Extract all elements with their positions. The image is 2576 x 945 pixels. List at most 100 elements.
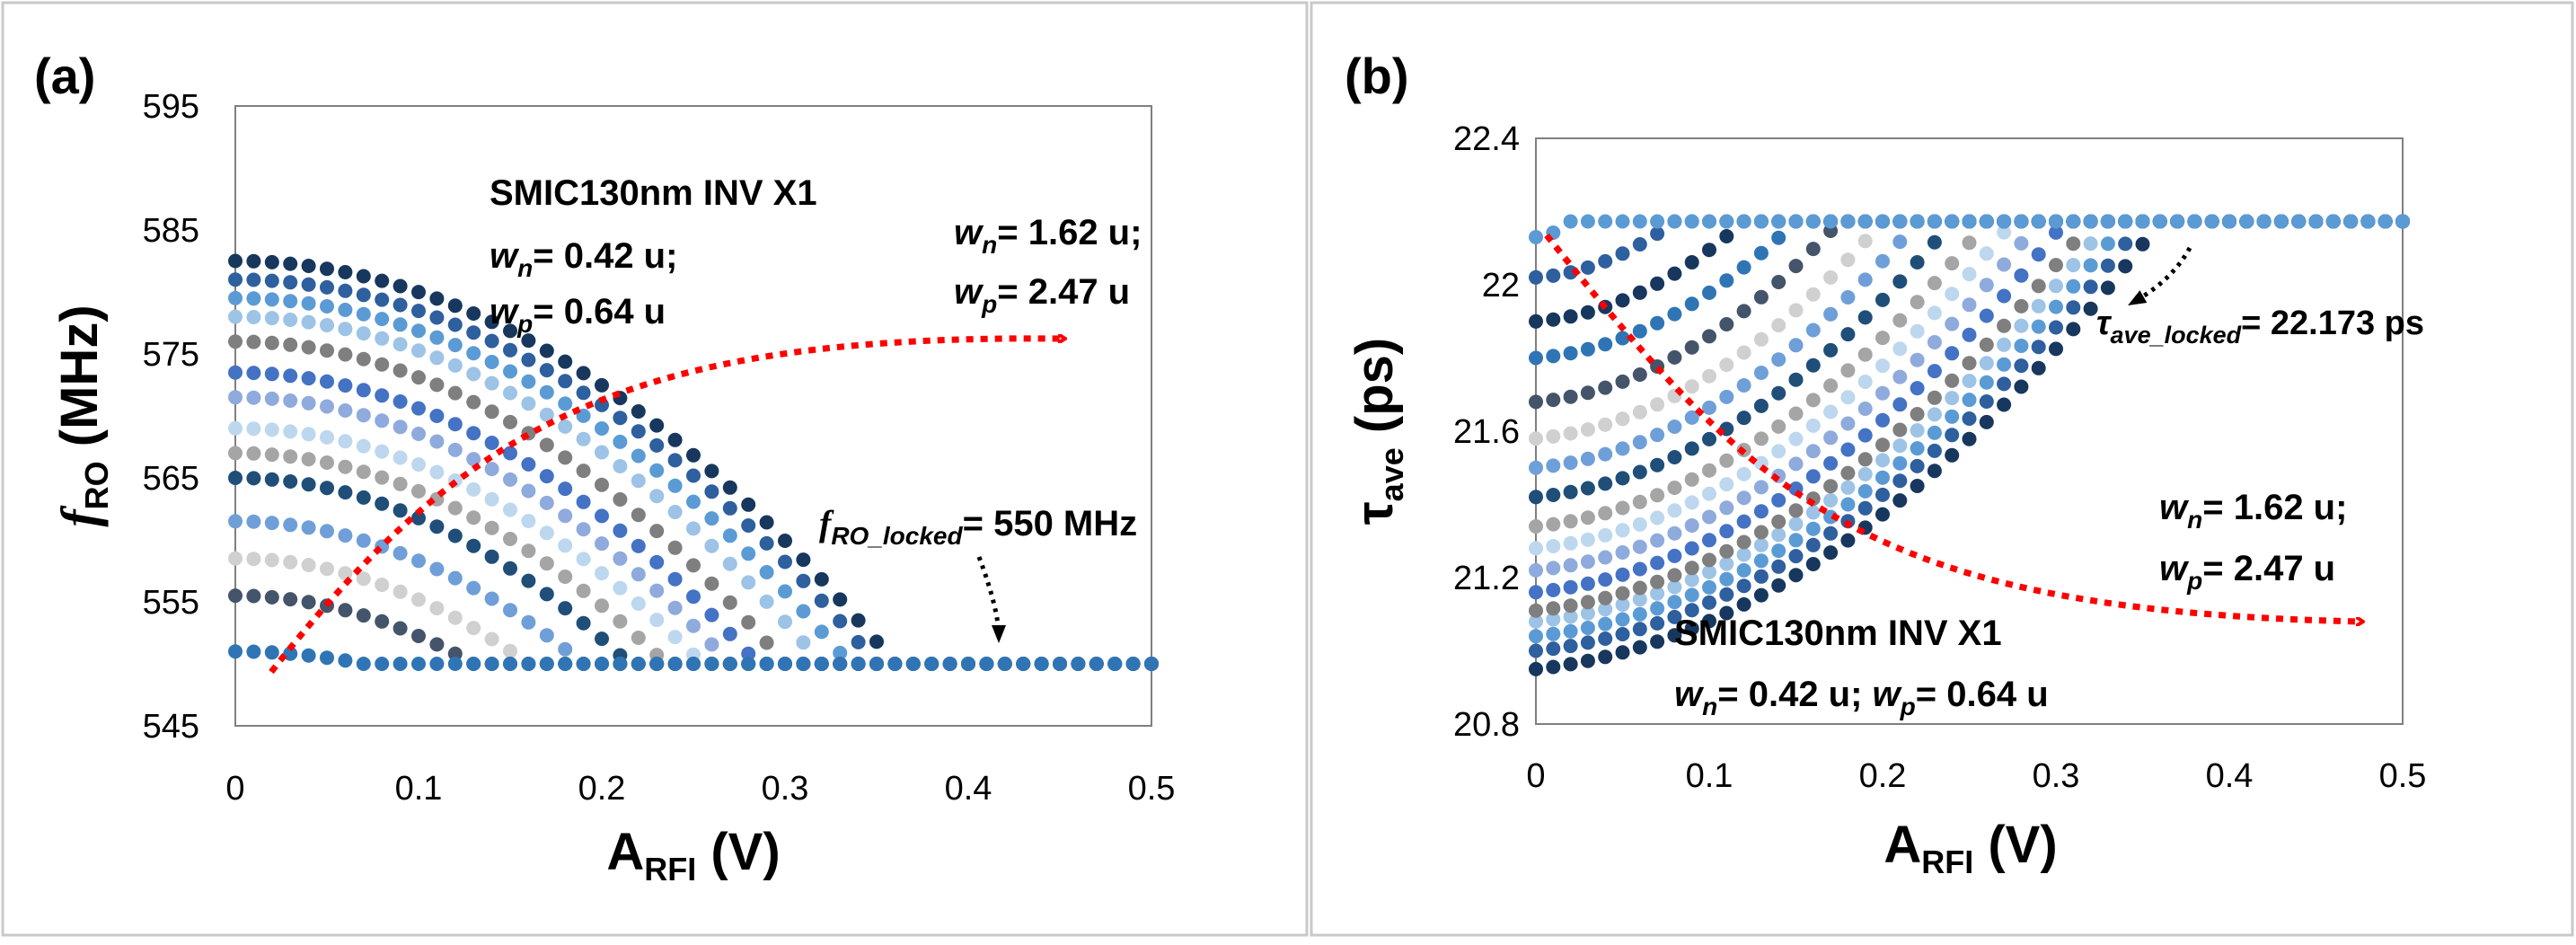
panel-b-data-point bbox=[1736, 514, 1751, 529]
panel-b-data-point bbox=[1875, 253, 1890, 269]
panel-a-data-point bbox=[228, 390, 243, 405]
panel-b-data-point bbox=[1997, 257, 2012, 272]
panel-a-x-tick-label: 0.4 bbox=[945, 770, 992, 808]
panel-a-data-point bbox=[356, 571, 371, 587]
panel-b-small-wp-val: = 0.64 u bbox=[1916, 675, 2049, 714]
panel-b-data-point bbox=[1771, 514, 1786, 529]
panel-b-data-point bbox=[1546, 626, 1561, 641]
panel-a-small-wp: wp= 0.64 u bbox=[490, 292, 666, 338]
panel-a-y-axis-label: fRO (MHz) bbox=[50, 305, 115, 526]
panel-b-data-point bbox=[1650, 397, 1665, 412]
panel-b-data-point bbox=[1945, 373, 1960, 388]
panel-a-data-point bbox=[631, 448, 646, 464]
panel-b-data-point bbox=[1580, 510, 1595, 525]
panel-b-data-point bbox=[1997, 288, 2012, 304]
panel-b-locked-main: τ bbox=[2096, 305, 2113, 342]
panel-a-data-point bbox=[301, 595, 316, 610]
panel-b-data-point bbox=[1840, 416, 1856, 431]
panel-a-data-point bbox=[521, 573, 536, 588]
panel-a-data-point bbox=[1107, 657, 1123, 671]
panel-a-data-point bbox=[301, 296, 316, 311]
panel-a-data-point bbox=[338, 347, 353, 362]
panel-b-data-point bbox=[2204, 214, 2219, 229]
panel-b-data-point bbox=[1563, 455, 1578, 471]
panel-b-data-point bbox=[1529, 230, 1543, 244]
panel-b-data-point bbox=[1788, 549, 1804, 564]
panel-a-data-point bbox=[741, 518, 756, 533]
panel-a-data-point bbox=[375, 470, 390, 485]
panel-a-data-point bbox=[833, 657, 848, 671]
panel-b-data-point bbox=[1875, 292, 1890, 307]
panel-b-data-point bbox=[1805, 322, 1821, 338]
panel-b-ylabel-main: τ bbox=[1345, 501, 1404, 525]
panel-a-data-point bbox=[686, 447, 701, 463]
panel-b-x-tick-label: 0.2 bbox=[1859, 757, 1907, 795]
panel-a-data-point bbox=[375, 388, 390, 403]
panel-a-data-point bbox=[375, 357, 390, 372]
panel-b-data-point bbox=[1580, 532, 1595, 547]
panel-b-data-point bbox=[1702, 463, 1716, 478]
panel-b-data-point bbox=[1667, 548, 1682, 563]
panel-b-data-point bbox=[1615, 411, 1630, 427]
panel-b-data-point bbox=[1875, 412, 1890, 428]
panel-b-data-point bbox=[1962, 356, 1977, 371]
panel-a-data-point bbox=[595, 377, 609, 393]
panel-b-small-wp-sub: p bbox=[1900, 693, 1916, 720]
panel-a-data-point bbox=[942, 657, 957, 671]
panel-b-data-point bbox=[1650, 615, 1665, 631]
panel-b-data-point bbox=[1719, 229, 1734, 243]
panel-a-data-point bbox=[759, 515, 774, 530]
panel-b-data-point bbox=[1910, 423, 1925, 438]
panel-b-data-point bbox=[1667, 525, 1682, 541]
panel-b-data-point bbox=[1823, 378, 1839, 393]
panel-a-data-point bbox=[759, 635, 774, 650]
panel-b-data-point bbox=[2031, 298, 2046, 314]
panel-b-x-tick-label: 0.5 bbox=[2379, 757, 2427, 795]
panel-b-data-point bbox=[1580, 481, 1595, 496]
panel-b-data-point bbox=[1684, 296, 1699, 312]
panel-b-data-point bbox=[1529, 541, 1543, 556]
panel-a-data-point bbox=[246, 446, 261, 461]
panel-b-data-point bbox=[1684, 214, 1699, 229]
panel-a-y-tick-label: 565 bbox=[143, 460, 199, 498]
panel-b-y-axis-label: τave (ps) bbox=[1345, 338, 1410, 525]
panel-a-data-point bbox=[558, 570, 573, 584]
panel-a-y-tick-label: 575 bbox=[143, 336, 199, 374]
panel-b-data-point bbox=[1650, 457, 1665, 472]
panel-a-data-point bbox=[521, 456, 536, 472]
panel-b-data-point bbox=[1563, 609, 1578, 624]
panel-a-locked-main: f bbox=[819, 503, 834, 543]
panel-a-data-point bbox=[741, 657, 756, 671]
panel-b-data-point bbox=[2100, 258, 2115, 273]
panel-b-x-tick-label: 0.1 bbox=[1686, 757, 1734, 795]
panel-a-data-point bbox=[484, 491, 499, 507]
panel-a-data-point bbox=[869, 634, 884, 649]
panel-a-data-point bbox=[722, 500, 737, 516]
panel-b-data-point bbox=[2325, 214, 2341, 229]
panel-a-data-point bbox=[521, 483, 536, 499]
panel-a-data-point bbox=[613, 657, 628, 671]
panel-a-data-point bbox=[264, 552, 279, 568]
panel-a-data-point bbox=[338, 485, 353, 500]
panel-b-data-point bbox=[2083, 279, 2098, 295]
panel-b-data-point bbox=[1910, 407, 1925, 421]
panel-b-data-point bbox=[1615, 597, 1630, 613]
panel-b-large-wp-main: w bbox=[2159, 549, 2190, 588]
panel-b-data-point bbox=[1702, 533, 1716, 548]
panel-a-data-point bbox=[722, 595, 737, 610]
panel-a-trend-arrow bbox=[269, 339, 1064, 675]
panel-b-data-point bbox=[2031, 247, 2046, 262]
panel-b-data-point bbox=[1910, 323, 1925, 339]
panel-b-data-point bbox=[2014, 214, 2029, 229]
panel-a-data-point bbox=[411, 401, 426, 416]
panel-a-data-point bbox=[686, 494, 701, 509]
panel-a-data-point bbox=[1016, 657, 1031, 671]
panel-b-data-point bbox=[1736, 596, 1751, 612]
panel-a-data-point bbox=[484, 333, 499, 349]
panel-b-data-point bbox=[1546, 268, 1561, 283]
panel-b-data-point bbox=[1719, 605, 1734, 621]
panel-a-large-wp-sub: p bbox=[981, 290, 997, 318]
panel-b-data-point bbox=[1546, 659, 1561, 675]
panel-a-data-point bbox=[393, 317, 408, 332]
panel-b-data-point bbox=[1580, 451, 1595, 466]
